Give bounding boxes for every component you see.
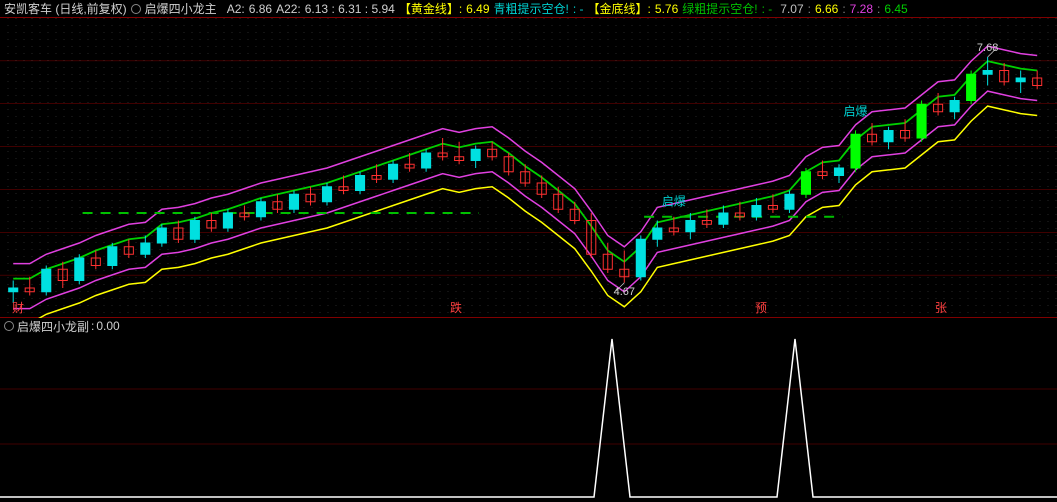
svg-text:启爆: 启爆 (662, 195, 686, 209)
gold-label: 【黄金线】: (399, 0, 462, 17)
a2-label: A2: (227, 2, 245, 16)
main-kline-chart[interactable]: 4.677.68启爆启爆 财跌预张 (0, 18, 1057, 318)
sub-indicator-header: 启爆四小龙副 : 0.00 (0, 318, 1057, 334)
sub-indicator-toggle-icon[interactable] (4, 321, 14, 331)
sub-chart-canvas (0, 334, 1057, 499)
a22-value: 6.13 : 6.31 : 5.94 (305, 2, 395, 16)
cyan-value: : - (573, 2, 584, 16)
indicator-toggle-icon[interactable] (131, 4, 141, 14)
green-label: 绿粗提示空仓! (682, 0, 757, 17)
bottom-gold-label: 【金底线】: (588, 0, 651, 17)
svg-text:启爆: 启爆 (844, 105, 868, 119)
a22-label: A22: (276, 2, 301, 16)
svg-text:7.68: 7.68 (977, 42, 998, 54)
sub-indicator-chart[interactable] (0, 334, 1057, 499)
indicator-name: 启爆四小龙主 (145, 0, 217, 17)
timeline-marker: 预 (755, 299, 767, 316)
bottom-gold-value: 5.76 (655, 2, 678, 16)
trail3: 7.28 (850, 2, 873, 16)
green-value: : - (762, 2, 773, 16)
trail4: 6.45 (884, 2, 907, 16)
sub-indicator-value: 0.00 (96, 319, 119, 333)
main-indicator-header: 安凯客车 (日线,前复权) 启爆四小龙主 A2: 6.86 A22: 6.13 … (0, 0, 1057, 18)
stock-title: 安凯客车 (日线,前复权) (4, 0, 127, 17)
main-chart-canvas: 4.677.68启爆启爆 (0, 18, 1057, 318)
timeline-marker: 财 (12, 299, 24, 316)
timeline-marker: 张 (935, 299, 947, 316)
sub-indicator-name: 启爆四小龙副 (17, 318, 89, 335)
gold-value: 6.49 (466, 2, 489, 16)
timeline-marker: 跌 (450, 299, 462, 316)
svg-text:4.67: 4.67 (614, 286, 635, 298)
trail1: 7.07 (780, 2, 803, 16)
trail2: 6.66 (815, 2, 838, 16)
cyan-label: 青粗提示空仓! (494, 0, 569, 17)
a2-value: 6.86 (249, 2, 272, 16)
